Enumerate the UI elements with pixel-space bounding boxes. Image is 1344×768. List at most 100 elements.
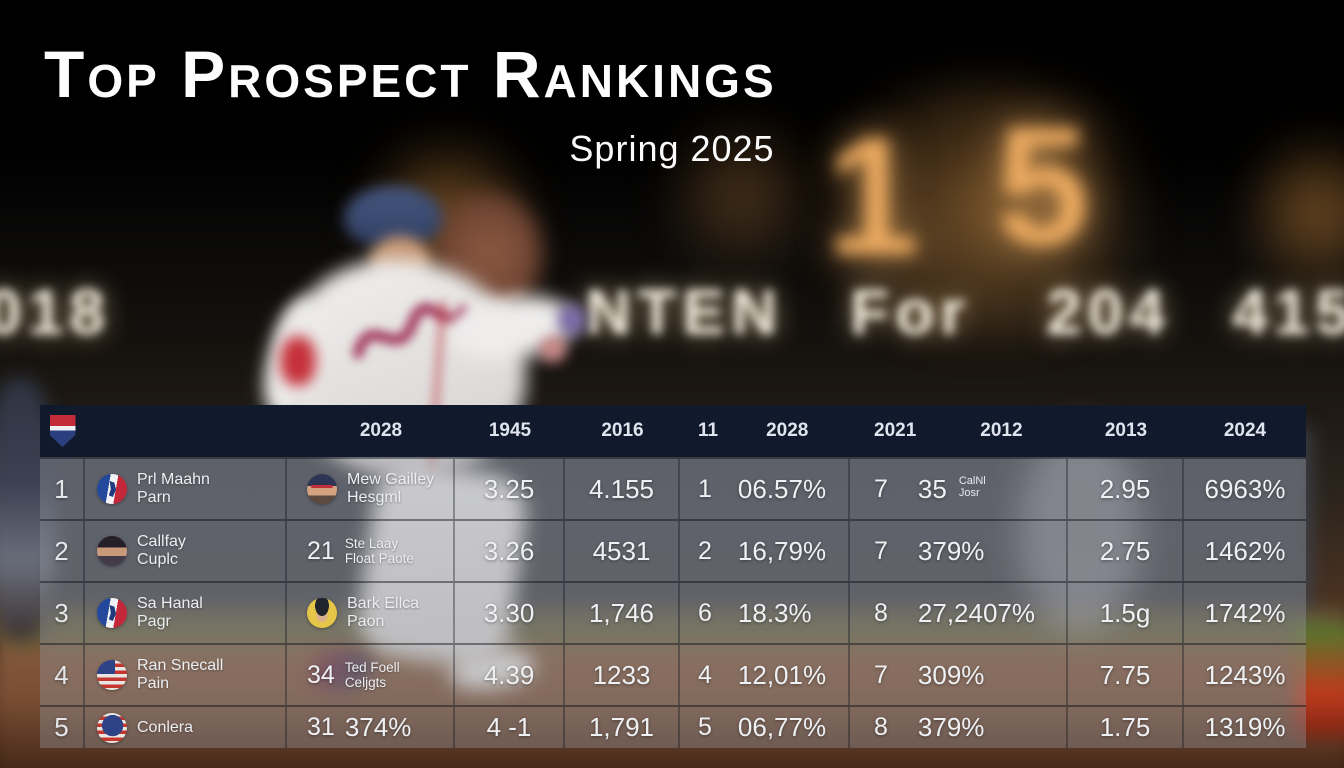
grass-strip — [0, 612, 1344, 646]
column-header: 1945 — [488, 420, 532, 441]
stat-percent: 18.3% — [737, 597, 812, 628]
scoreboard-digit: 1 — [826, 102, 920, 290]
rank: 4 — [54, 659, 69, 690]
player-name: Ste Laay — [344, 535, 399, 551]
column-header: 2028 — [359, 420, 403, 441]
stat-rank: 34 — [307, 660, 335, 689]
scoreboard-glow — [788, 80, 1188, 340]
player-avatar-icon — [307, 598, 337, 628]
stat-value: 2.95 — [1099, 473, 1151, 504]
scoreboard-text: 204 — [1046, 276, 1171, 348]
stat-rank: 6 — [698, 598, 712, 627]
stat-percent: 374% — [344, 712, 412, 742]
globe-stripes-logo-icon — [97, 712, 127, 743]
stat-note: CalNl — [958, 474, 986, 487]
rank: 1 — [54, 473, 69, 504]
scoreboard-text: NTEN — [585, 276, 784, 348]
stat-value: 3.30 — [483, 597, 535, 628]
player-name: Celjgts — [344, 675, 387, 690]
stat-value: 4.155 — [588, 473, 655, 504]
jersey-script — [352, 303, 469, 360]
scoreboard-text: 018 — [0, 276, 111, 348]
player-name: Ted Foell — [344, 659, 400, 675]
team-name: Conlera — [137, 718, 194, 736]
stat-rank: 8 — [874, 598, 888, 627]
stat-percent: 379% — [917, 535, 985, 566]
league-shield-icon — [49, 415, 76, 447]
scoreboard-text: For — [850, 276, 972, 348]
team-name: Parn — [137, 489, 171, 506]
team-name: Prl Maahn — [137, 471, 210, 489]
player-name: Bark Ellca — [347, 595, 420, 613]
stat-rank: 7 — [874, 536, 888, 565]
team-name: Sa Hanal — [137, 595, 203, 613]
stat-percent: 1319% — [1204, 712, 1286, 742]
stat-percent: 06.57% — [737, 473, 827, 504]
stat-value: 1.5g — [1099, 597, 1151, 628]
stat-percent: 06,77% — [737, 712, 827, 742]
stat-percent: 1243% — [1204, 659, 1286, 690]
stat-value: 7.75 — [1099, 659, 1151, 690]
stat-value: 3.25 — [483, 473, 535, 504]
wristband — [558, 304, 586, 336]
player-avatar-icon — [97, 536, 127, 566]
stat-value: 1233 — [592, 659, 651, 690]
rank: 5 — [54, 712, 69, 742]
stat-value: 4 -1 — [486, 712, 532, 742]
rank: 3 — [54, 597, 69, 628]
player-name: Hesgml — [347, 489, 402, 506]
light-blur — [1018, 428, 1142, 633]
stat-value: 1,746 — [588, 597, 655, 628]
team-name: Cuplc — [137, 551, 178, 568]
mlb-circle-logo-icon — [97, 598, 127, 628]
mlb-circle-logo-icon — [97, 474, 127, 504]
stat-value: 1.75 — [1099, 712, 1151, 742]
stat-percent: 1462% — [1204, 535, 1286, 566]
player-name: Mew Gailley — [347, 471, 435, 489]
team-name: Callfay — [137, 533, 186, 551]
table-header: 2028 1945 2016 11 2028 2021 2012 2013 2024 — [40, 405, 1306, 457]
stat-value: 4.39 — [483, 659, 535, 690]
team-name: Pain — [137, 675, 170, 692]
team-name: Ran Snecall — [137, 657, 224, 675]
stars-stripes-logo-icon — [97, 660, 127, 690]
stat-value: 4531 — [592, 535, 651, 566]
stat-percent: 6963% — [1204, 473, 1286, 504]
scoreboard-digit: 5 — [996, 92, 1090, 280]
player-name: Paon — [347, 613, 385, 630]
stat-note: Josr — [958, 487, 980, 499]
table-row: 5 Conlera 31 374% 4 -1 1,791 5 06,77% 8 37… — [40, 705, 1306, 748]
stat-value: 3.26 — [483, 535, 535, 566]
column-header: 2016 — [601, 420, 644, 441]
stat-rank: 21 — [307, 536, 335, 565]
table-row: 2 Callfay Cuplc 21 Ste Laay Float Paote 3.… — [40, 519, 1306, 581]
stat-percent: 379% — [917, 712, 985, 742]
corner-blur — [1294, 626, 1344, 738]
stat-rank: 7 — [874, 474, 888, 503]
stat-rank: 7 — [874, 660, 888, 689]
page-title: Top Prospect Rankings — [44, 37, 777, 111]
stat-rank: 31 — [307, 713, 335, 741]
stat-rank: 1 — [698, 474, 712, 503]
column-header: 2021 — [874, 420, 917, 441]
player-avatar-icon — [307, 474, 337, 504]
red-armband — [280, 336, 316, 386]
stat-percent: 12,01% — [737, 659, 827, 690]
rank: 2 — [54, 535, 69, 566]
column-header: 2012 — [980, 420, 1023, 441]
stat-percent: 309% — [917, 659, 985, 690]
stat-percent: 27,2407% — [917, 597, 1036, 628]
stat-value: 1,791 — [588, 712, 655, 742]
stat-rank: 4 — [698, 660, 712, 689]
table-row: 3 Sa Hanal Pagr Bark Ellca Paon 3.30 1,746… — [40, 581, 1306, 643]
scoreboard-text: 415 — [1232, 276, 1344, 348]
column-header: 11 — [698, 420, 719, 441]
column-header: 2028 — [766, 420, 809, 441]
stat-value: 35 — [917, 473, 947, 504]
column-header: 2024 — [1223, 420, 1267, 441]
wristband — [540, 336, 566, 362]
stat-rank: 5 — [698, 713, 712, 741]
player-name: Float Paote — [344, 551, 414, 566]
